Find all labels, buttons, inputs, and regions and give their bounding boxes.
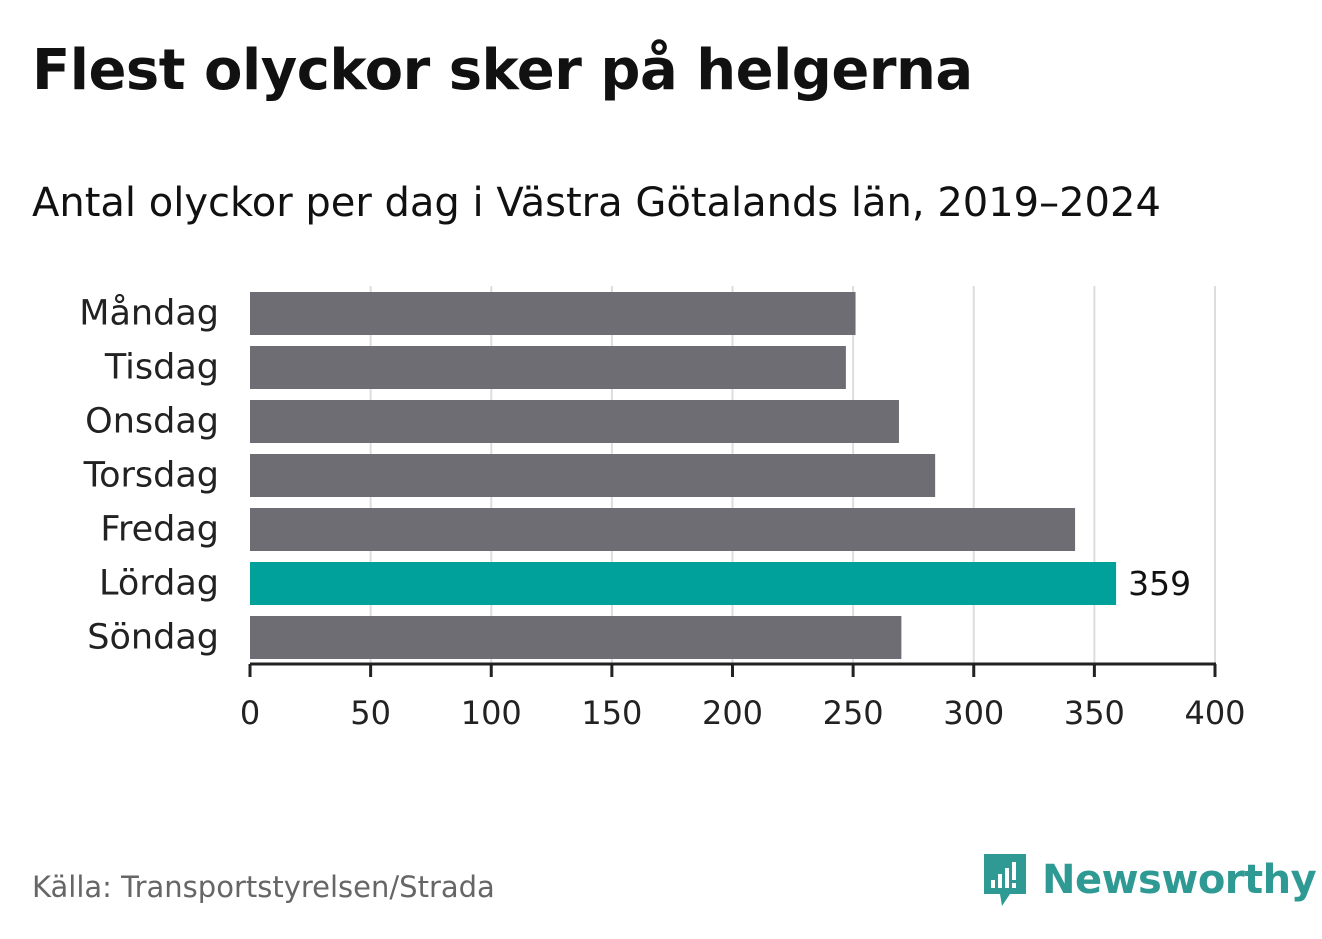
category-label: Fredag xyxy=(100,510,219,550)
category-label: Söndag xyxy=(87,618,219,658)
chart-title: Flest olyckor sker på helgerna xyxy=(32,38,973,103)
x-tick-label: 350 xyxy=(1064,694,1125,732)
bar-tisdag xyxy=(250,346,846,389)
x-tick-label: 400 xyxy=(1184,694,1245,732)
brand-name: Newsworthy xyxy=(1042,857,1317,903)
x-tick-label: 200 xyxy=(702,694,763,732)
category-label: Måndag xyxy=(79,293,219,334)
newsworthy-logo-icon xyxy=(984,854,1026,906)
bar-onsdag xyxy=(250,400,899,443)
x-tick-label: 100 xyxy=(461,694,522,732)
newsworthy-brand: Newsworthy xyxy=(980,850,1317,910)
data-label: 359 xyxy=(1128,564,1191,603)
x-tick-label: 0 xyxy=(240,694,260,732)
bar-måndag xyxy=(250,292,856,335)
category-label: Onsdag xyxy=(85,402,219,442)
bar-fredag xyxy=(250,508,1076,551)
chart-subtitle: Antal olyckor per dag i Västra Götalands… xyxy=(32,180,1161,226)
source-note: Källa: Transportstyrelsen/Strada xyxy=(32,870,495,904)
bar-chart: Måndag Tisdag Onsdag Torsdag Fredag Lördag 359… xyxy=(79,286,1246,732)
bar-lördag xyxy=(250,562,1117,605)
category-label: Lördag xyxy=(99,564,219,604)
x-tick-label: 300 xyxy=(943,694,1004,732)
category-label: Tisdag xyxy=(104,348,219,388)
bar-söndag xyxy=(250,616,902,659)
x-tick-label: 150 xyxy=(581,694,642,732)
x-tick-label: 250 xyxy=(823,694,884,732)
bar-torsdag xyxy=(250,454,936,497)
x-tick-label: 50 xyxy=(350,694,391,732)
category-label: Torsdag xyxy=(83,456,219,496)
